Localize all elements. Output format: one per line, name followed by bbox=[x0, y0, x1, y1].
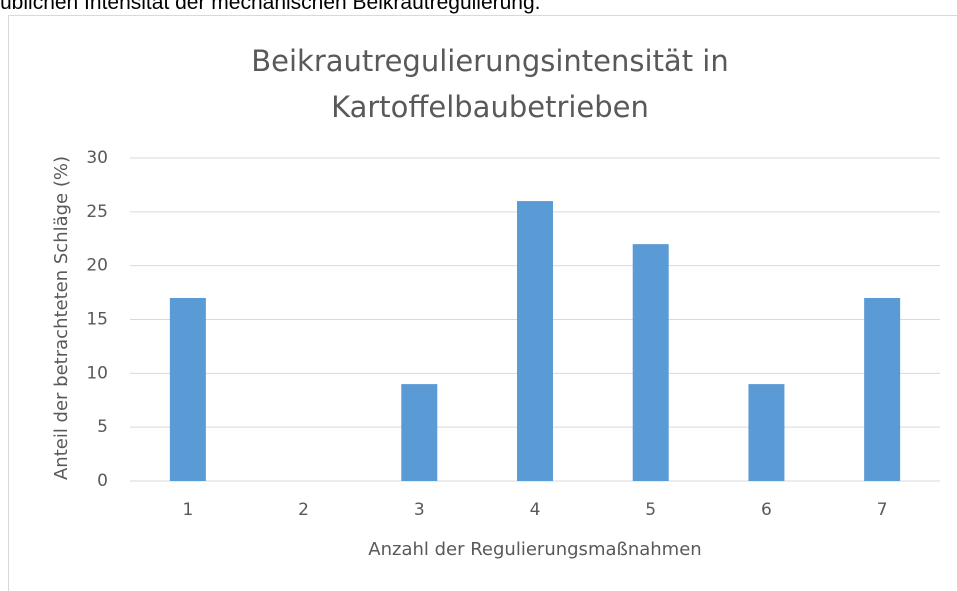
x-tick-label: 1 bbox=[182, 500, 193, 520]
bar bbox=[748, 384, 785, 481]
y-tick-label: 25 bbox=[86, 202, 108, 222]
bar bbox=[169, 297, 206, 481]
document-text: üblichen Intensität der mechanischen Bei… bbox=[0, 0, 541, 14]
x-tick-label: 2 bbox=[298, 500, 309, 520]
x-tick-label: 3 bbox=[414, 500, 425, 520]
x-tick-label: 7 bbox=[877, 500, 888, 520]
chart-frame bbox=[8, 15, 957, 591]
y-tick-label: 15 bbox=[86, 310, 108, 330]
x-tick-label: 5 bbox=[645, 500, 656, 520]
y-tick-label: 30 bbox=[86, 148, 108, 168]
x-axis-label: Anzahl der Regulierungsmaßnahmen bbox=[368, 539, 701, 560]
bar bbox=[632, 244, 669, 481]
y-tick-label: 0 bbox=[97, 471, 108, 491]
bar bbox=[864, 297, 901, 481]
y-tick-label: 10 bbox=[86, 363, 108, 383]
bar bbox=[517, 201, 553, 482]
x-tick-label: 6 bbox=[761, 500, 772, 520]
bar bbox=[401, 384, 438, 481]
y-tick-label: 20 bbox=[86, 256, 108, 276]
chart-title: Beikrautregulierungsintensität in Kartof… bbox=[251, 44, 729, 124]
y-tick-label: 5 bbox=[97, 417, 108, 437]
x-tick-label: 4 bbox=[530, 500, 541, 520]
y-axis-label: Anteil der betrachteten Schläge (%) bbox=[51, 156, 72, 480]
